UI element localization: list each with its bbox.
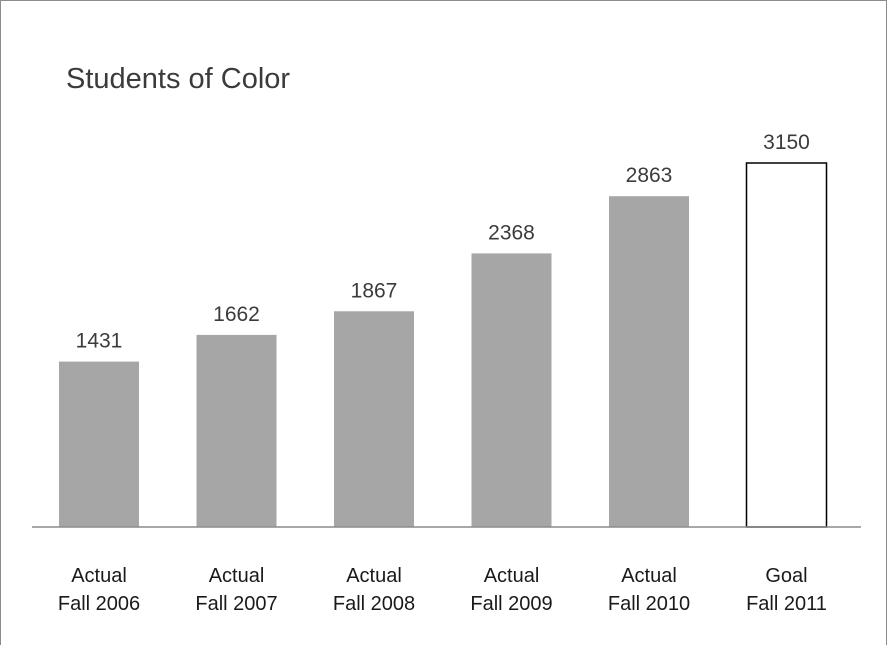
category-label: Actual [71,565,127,587]
value-label: 2863 [626,164,673,187]
category-labels-group: Actual Fall 2006 Actual Fall 2007 Actual Fall… [58,565,827,615]
category-label: Actual [621,565,677,587]
value-label: 1662 [213,303,260,326]
category-label: Actual [209,565,265,587]
value-label: 1431 [76,330,123,353]
category-label: Actual [484,565,540,587]
value-label: 1867 [351,279,398,302]
category-label: Fall 2011 [746,593,827,615]
bar-actual [471,253,552,527]
chart-title: Students of Color [66,63,290,95]
category-label: Fall 2010 [608,593,690,615]
category-label: Fall 2006 [58,593,140,615]
bar-actual [609,196,689,527]
category-label: Goal [765,565,807,587]
value-label: 2368 [488,221,535,244]
bars-group [59,162,828,528]
category-label: Fall 2008 [333,593,415,615]
value-label: 3150 [763,131,810,154]
value-labels-group: 1431 1662 1867 2368 2863 3150 [76,131,810,353]
bar-actual [196,334,277,527]
category-label: Fall 2007 [195,593,277,615]
category-label: Fall 2009 [470,593,552,615]
bar-actual [59,361,139,527]
bar-goal [745,162,828,528]
category-label: Actual [346,565,402,587]
bar-actual [334,311,414,527]
